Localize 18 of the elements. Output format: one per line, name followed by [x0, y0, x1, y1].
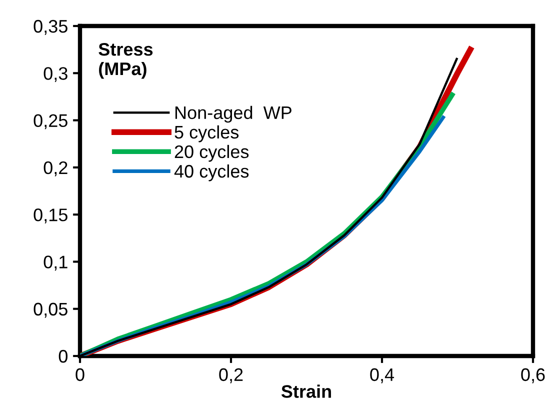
y-tick-label: 0,35: [34, 20, 68, 35]
x-axis-title: Strain: [281, 384, 331, 398]
x-tick-label: 0,2: [219, 368, 243, 384]
y-axis-title: Stress (MPa): [98, 42, 153, 79]
legend-label: 20 cycles: [174, 144, 249, 162]
y-tick-label: 0,15: [34, 208, 68, 224]
x-tick-label: 0,6: [521, 368, 545, 384]
y-tick-label: 0,1: [44, 256, 68, 271]
y-tick-label: 0,05: [34, 302, 68, 318]
y-tick-label: 0: [58, 350, 68, 363]
y-tick-label: 0,3: [44, 67, 68, 82]
legend-label: Non-aged WP: [175, 106, 292, 123]
x-tick-label: 0: [76, 368, 84, 382]
x-tick-label: 0,4: [370, 368, 394, 384]
y-tick-label: 0,25: [34, 114, 68, 130]
y-tick-label: 0,2: [44, 161, 68, 176]
legend-label: 5 cycles: [174, 125, 239, 142]
legend-label: 40 cycles: [174, 164, 249, 182]
